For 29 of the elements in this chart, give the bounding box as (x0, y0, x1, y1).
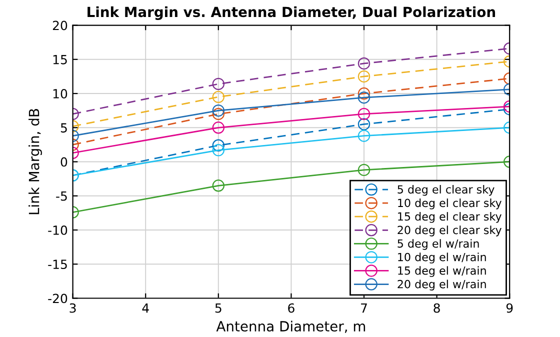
y-tick-label: -20 (48, 294, 68, 304)
y-tick-label: 10 (53, 88, 68, 98)
point (358, 130, 370, 142)
y-axis-title: Link Margin, dB (28, 109, 42, 214)
legend-label: 15 deg el w/rain (398, 266, 486, 277)
y-tick-label: -5 (56, 192, 67, 201)
x-tick-label: 6 (288, 303, 294, 313)
legend-label: 20 deg el w/rain (398, 280, 486, 290)
legend-label: 15 deg el clear sky (398, 212, 502, 223)
x-tick-label: 3 (70, 303, 76, 313)
x-tick-label: 5 (215, 303, 222, 313)
y-tick-label: 20 (52, 20, 68, 30)
chart-title: Link Margin vs. Antenna Diameter, Dual Polarization (88, 6, 496, 20)
point (212, 144, 225, 156)
legend-label: 10 deg el clear sky (398, 198, 502, 210)
x-tick-label: 4 (142, 303, 149, 313)
y-tick-label: 0 (60, 157, 68, 167)
legend-label: 20 deg el clear sky (398, 226, 502, 236)
y-tick-label: -15 (48, 260, 67, 270)
x-axis-title: Antenna Diameter, m (216, 320, 366, 333)
legend-label: 5 deg el w/rain (398, 239, 479, 250)
legend-label: 10 deg el w/rain (398, 252, 486, 264)
legend-label: 5 deg el clear sky (398, 184, 494, 196)
y-tick-label: 5 (60, 123, 67, 133)
x-tick-label: 8 (434, 303, 440, 313)
y-tick-label: 15 (53, 55, 67, 64)
y-tick-label: -10 (48, 225, 68, 235)
x-tick-label: 7 (361, 303, 367, 313)
x-tick-label: 9 (506, 303, 513, 313)
